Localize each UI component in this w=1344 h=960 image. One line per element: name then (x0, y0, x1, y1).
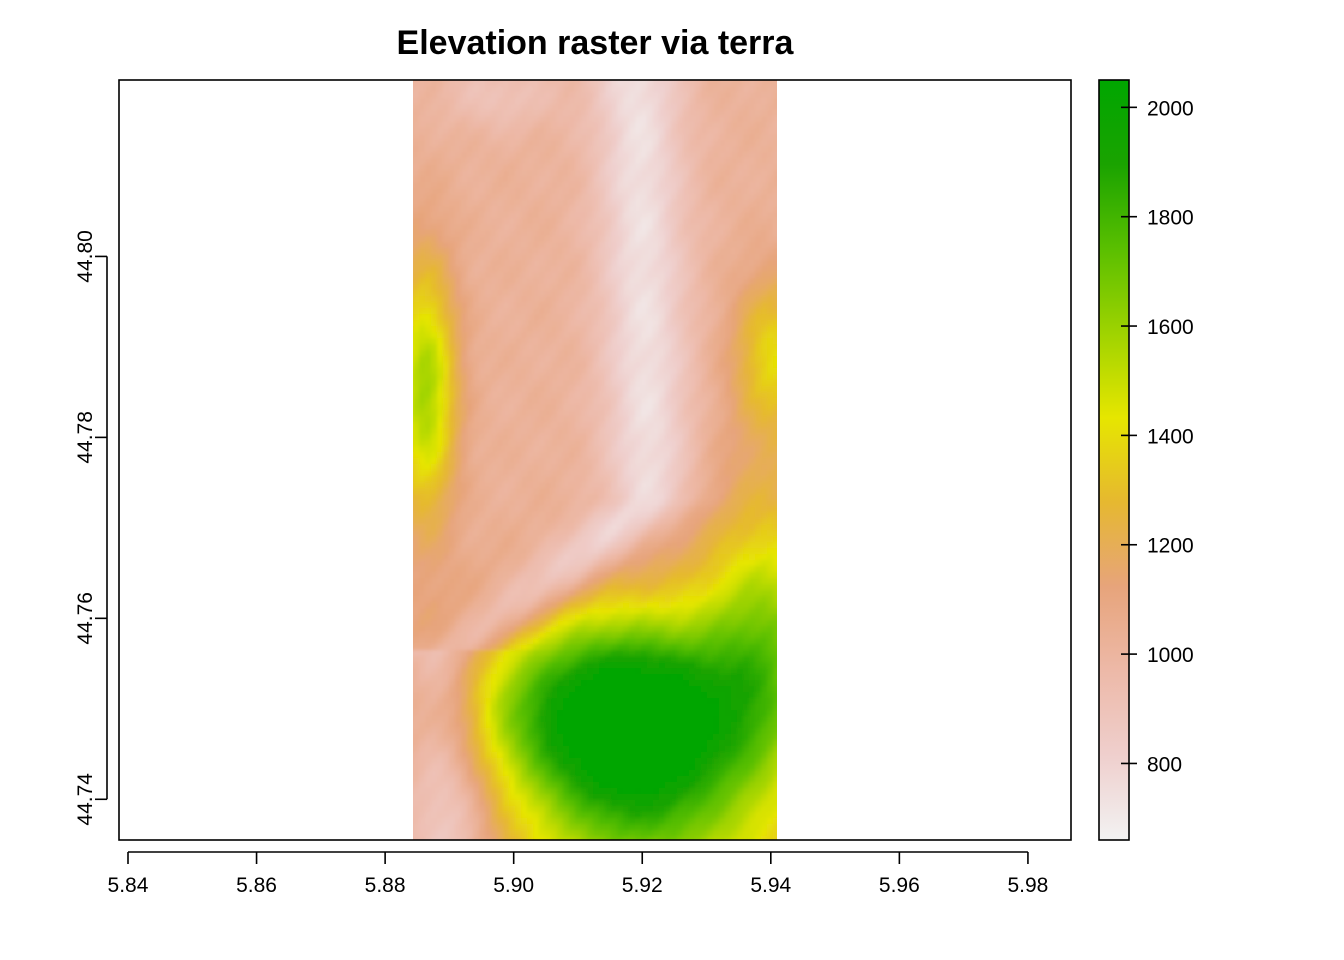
x-tick-label: 5.88 (365, 874, 406, 897)
x-tick-label: 5.98 (1007, 874, 1048, 897)
chart-title: Elevation raster via terra (397, 24, 795, 62)
elevation-raster (413, 80, 777, 840)
plot-frame (118, 79, 1072, 841)
x-tick-label: 5.86 (236, 874, 277, 897)
x-tick-label: 5.92 (622, 874, 663, 897)
x-tick-label: 5.84 (108, 874, 149, 897)
y-axis: 44.74 44.76 44.78 44.80 (74, 230, 108, 826)
y-tick-label: 44.78 (74, 411, 97, 464)
legend-tick-label: 1200 (1147, 535, 1194, 558)
legend-tick-label: 2000 (1147, 97, 1194, 120)
legend-tick-label: 1400 (1147, 425, 1194, 448)
x-tick-label: 5.96 (879, 874, 920, 897)
legend-tick-label: 1600 (1147, 316, 1194, 339)
legend-tick-label: 1800 (1147, 207, 1194, 230)
legend-colorbar (1098, 79, 1130, 841)
y-tick-label: 44.76 (74, 592, 97, 645)
legend-tick-label: 800 (1147, 753, 1182, 776)
x-tick-label: 5.94 (750, 874, 791, 897)
x-axis: 5.84 5.86 5.88 5.90 5.92 5.94 5.96 5.98 (108, 851, 1048, 897)
x-tick-label: 5.90 (493, 874, 534, 897)
color-legend: 800 1000 1200 1400 1600 1800 2000 (1098, 79, 1194, 841)
y-tick-label: 44.80 (74, 230, 97, 283)
legend-tick-label: 1000 (1147, 644, 1194, 667)
y-tick-label: 44.74 (74, 773, 97, 826)
